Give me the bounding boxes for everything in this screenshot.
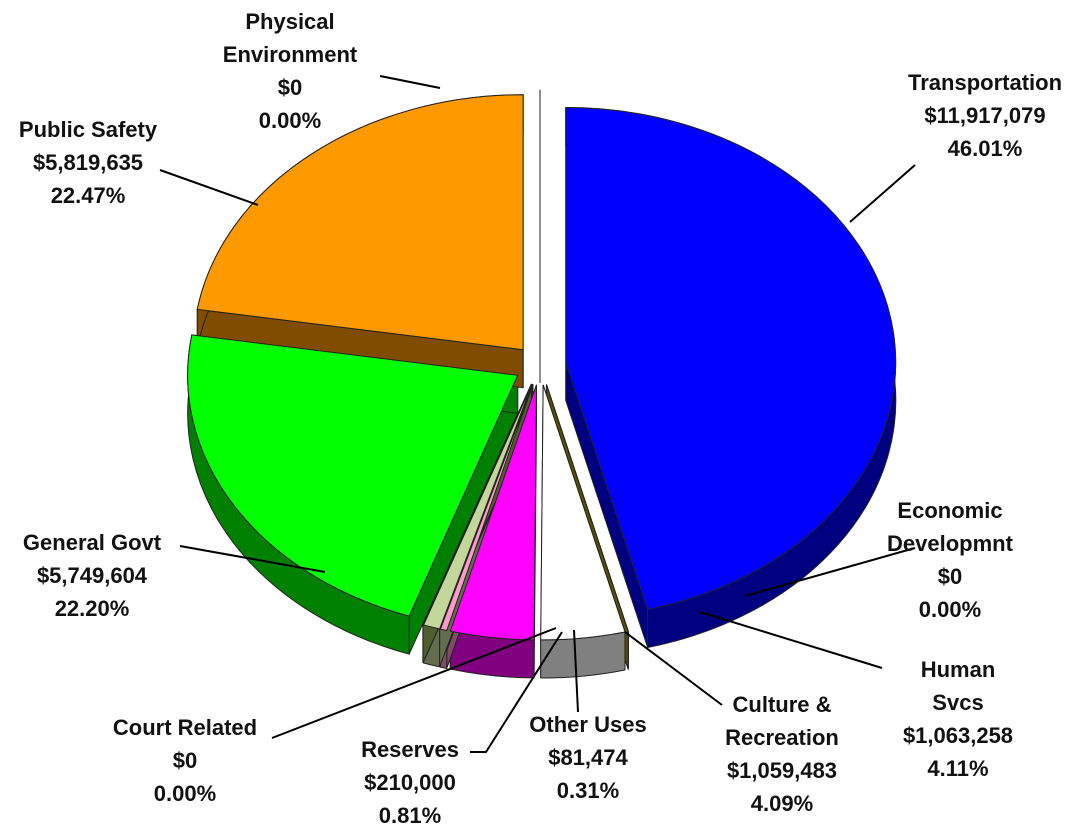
- percent-label: 22.20%: [54, 596, 130, 621]
- value-label: $0: [277, 75, 303, 100]
- leader-line: [470, 631, 563, 753]
- category-label: Economic Developmnt: [887, 498, 1013, 556]
- value-label: $0: [937, 564, 963, 589]
- slice-label: Other Uses $81,474 0.31%: [529, 708, 646, 807]
- slice: [545, 384, 629, 632]
- value-label: $1,059,483: [726, 758, 838, 783]
- percent-label: 0.00%: [258, 108, 322, 133]
- value-label: $0: [172, 748, 198, 773]
- category-label: Public Safety: [18, 117, 158, 142]
- category-label: Physical Environment: [222, 9, 358, 67]
- slice: [449, 384, 537, 641]
- percent-label: 0.31%: [556, 778, 620, 803]
- slice-label: Culture & Recreation $1,059,483 4.09%: [725, 688, 839, 820]
- percent-label: 22.47%: [50, 183, 126, 208]
- leader-line: [624, 631, 723, 706]
- slice: [422, 383, 533, 630]
- slice: [540, 384, 626, 641]
- percent-label: 4.11%: [927, 756, 989, 781]
- slice-label: Economic Developmnt $0 0.00%: [887, 494, 1013, 626]
- slice: [439, 384, 534, 632]
- value-label: $11,917,079: [924, 103, 1046, 128]
- value-label: $5,749,604: [36, 563, 148, 588]
- percent-label: 0.00%: [918, 597, 982, 622]
- percent-label: 0.00%: [153, 781, 217, 806]
- value-label: $210,000: [364, 770, 456, 795]
- leader-line: [699, 611, 883, 669]
- value-label: $1,063,258: [902, 723, 1014, 748]
- category-label: Culture & Recreation: [725, 692, 839, 750]
- slice-label: Public Safety $5,819,635 22.47%: [19, 113, 157, 212]
- leader-line: [271, 627, 557, 739]
- slice-label: Transportation $11,917,079 46.01%: [908, 66, 1062, 165]
- slice: [196, 94, 524, 351]
- category-label: General Govt: [22, 530, 162, 555]
- leader-line: [159, 169, 259, 206]
- leader-line: [179, 545, 326, 573]
- category-label: Human Svcs: [920, 657, 996, 715]
- slice-label: General Govt $5,749,604 22.20%: [23, 526, 161, 625]
- category-label: Court Related: [112, 715, 258, 740]
- category-label: Transportation: [907, 70, 1063, 95]
- slice: [187, 334, 519, 617]
- slice: [565, 106, 897, 611]
- slice-label: Physical Environment $0 0.00%: [223, 5, 357, 137]
- slice-label: Reserves $210,000 0.81%: [361, 733, 459, 832]
- category-label: Reserves: [361, 737, 459, 762]
- leader-line: [379, 75, 441, 89]
- leader-line: [744, 547, 916, 597]
- percent-label: 46.01%: [947, 136, 1023, 161]
- category-label: Other Uses: [529, 712, 647, 737]
- percent-label: 0.81%: [378, 803, 442, 828]
- slice-label: Human Svcs $1,063,258 4.11%: [900, 653, 1017, 785]
- percent-label: 4.09%: [750, 791, 814, 816]
- leader-line: [849, 164, 916, 223]
- value-label: $81,474: [548, 745, 628, 770]
- slice: [422, 383, 532, 626]
- value-label: $5,819,635: [32, 150, 144, 175]
- leader-line: [573, 629, 579, 713]
- slice-label: Court Related $0 0.00%: [113, 711, 257, 810]
